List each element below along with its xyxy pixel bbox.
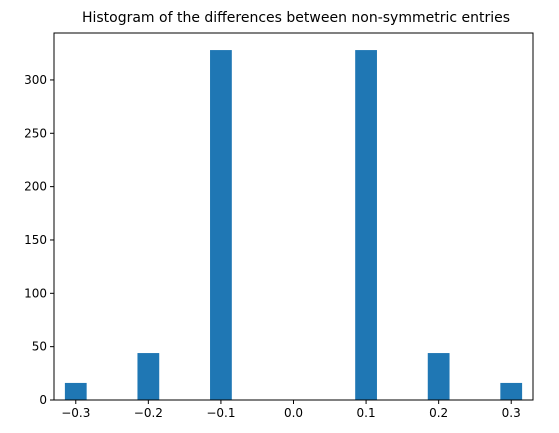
y-tick-label: 150 — [24, 233, 47, 247]
y-tick-label: 300 — [24, 73, 47, 87]
bars-group — [64, 50, 523, 401]
x-tick-label: −0.3 — [61, 406, 90, 420]
x-tick-label: −0.1 — [206, 406, 235, 420]
histogram-bar-1 — [137, 353, 160, 400]
x-tick-label: 0.1 — [357, 406, 376, 420]
y-tick-label: 0 — [39, 393, 47, 407]
histogram-bar-3 — [355, 50, 377, 401]
x-tick-label: 0.3 — [502, 406, 521, 420]
histogram-bar-2 — [210, 50, 232, 401]
histogram-bar-0 — [64, 382, 87, 400]
x-tick-label: 0.0 — [284, 406, 303, 420]
y-tick-label: 250 — [24, 126, 47, 140]
plot-frame — [53, 32, 534, 401]
histogram-bar-4 — [427, 353, 450, 400]
y-tick-label: 100 — [24, 286, 47, 300]
histogram-bar-5 — [500, 382, 523, 400]
x-tick-label: −0.2 — [134, 406, 163, 420]
y-tick-label: 200 — [24, 180, 47, 194]
chart-title: Histogram of the differences between non… — [82, 10, 510, 26]
y-tick-label: 50 — [32, 340, 47, 354]
axes-group: −0.3 −0.2 −0.1 0.0 0.1 0.2 0.3 0 50 100 150 200 250 3… — [24, 32, 534, 420]
x-tick-label: 0.2 — [429, 406, 448, 420]
